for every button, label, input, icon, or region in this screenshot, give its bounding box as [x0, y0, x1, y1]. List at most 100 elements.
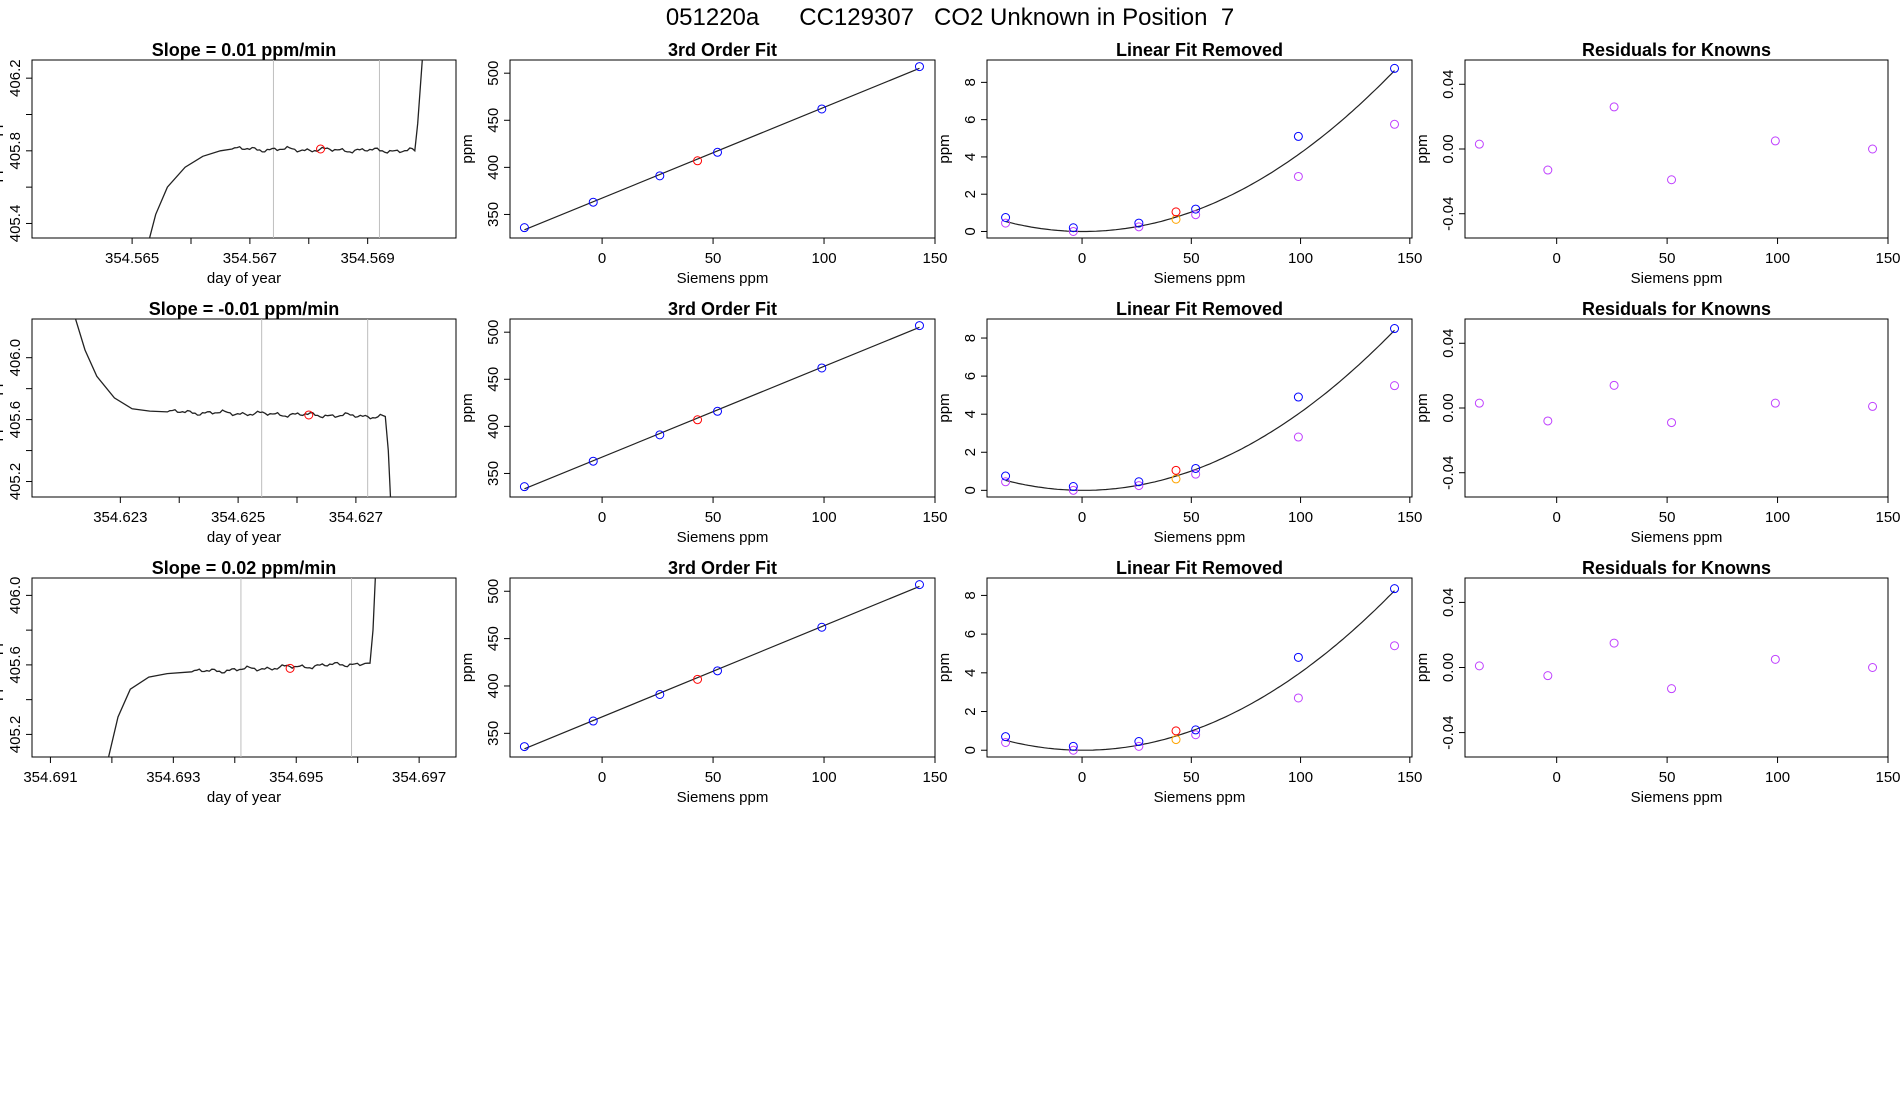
y-tick-label: 0.04 — [1440, 70, 1457, 99]
known-standard-point — [519, 742, 529, 752]
concentration-trace — [148, 60, 423, 238]
y-tick-label: 6 — [962, 115, 979, 123]
residual-point — [1001, 477, 1011, 487]
fit-curve — [1005, 329, 1395, 491]
known-standard-point — [1134, 218, 1144, 228]
y-tick-label: 0.04 — [1440, 329, 1457, 358]
y-tick-label: 8 — [962, 334, 979, 342]
known-standard-point — [1068, 741, 1078, 751]
y-tick-label: 405.4 — [7, 205, 24, 243]
panel-3: 3rd Order Fit 0 50 100 150 350 400 450 500 Siemen… — [459, 40, 948, 287]
known-standard-point — [1134, 477, 1144, 487]
x-tick-label: 50 — [1183, 509, 1200, 526]
y-tick-label: 500 — [485, 61, 502, 86]
x-tick-label: 0 — [1552, 250, 1560, 267]
residual-point — [1293, 171, 1303, 181]
panel-8: Linear Fit Removed 0 50 100 150 0 2 4 6 8 Siemens … — [936, 558, 1422, 806]
plot-area — [519, 62, 924, 233]
x-tick-label: 0 — [1078, 509, 1086, 526]
x-tick-label: 0 — [1552, 769, 1560, 786]
known-standard-point — [914, 321, 924, 331]
residual-point — [1770, 136, 1780, 146]
residual-point — [1543, 671, 1553, 681]
x-tick-label: 50 — [1659, 769, 1676, 786]
x-tick-label: 354.565 — [105, 250, 159, 267]
chart-title: Residuals for Knowns — [1582, 40, 1771, 60]
y-tick-label: 0.00 — [1440, 393, 1457, 422]
x-tick-label: 354.693 — [146, 769, 200, 786]
known-standard-point — [1001, 212, 1011, 222]
y-tick-label: -0.04 — [1440, 715, 1457, 749]
unknown-residual-point — [1171, 474, 1181, 484]
known-standard-point — [1390, 63, 1400, 73]
x-tick-label: 0 — [598, 250, 606, 267]
chart-title: Slope = -0.01 ppm/min — [149, 299, 340, 319]
known-standard-point — [519, 482, 529, 492]
known-standard-point — [655, 171, 665, 181]
y-tick-label: 6 — [962, 372, 979, 380]
x-tick-label: 354.569 — [341, 250, 395, 267]
x-axis-label: Siemens ppm — [1154, 529, 1246, 546]
unknown-sample-point — [285, 663, 295, 673]
y-tick-label: 405.2 — [7, 716, 24, 754]
y-tick-label: 400 — [485, 673, 502, 698]
residual-point — [1293, 432, 1303, 442]
residual-point — [1543, 416, 1553, 426]
unknown-sample-point — [1171, 465, 1181, 475]
x-tick-label: 150 — [1397, 250, 1422, 267]
x-tick-label: 0 — [1078, 250, 1086, 267]
residual-point — [1001, 218, 1011, 228]
x-tick-label: 50 — [705, 509, 722, 526]
plot-area — [1001, 63, 1400, 236]
known-standard-point — [1293, 392, 1303, 402]
y-tick-label: 8 — [962, 78, 979, 86]
plot-area — [107, 578, 376, 757]
plot-area — [519, 321, 924, 492]
residual-point — [1191, 469, 1201, 479]
known-standard-point — [1068, 223, 1078, 233]
residual-point — [1543, 165, 1553, 175]
y-axis-label: ppm — [1414, 393, 1431, 422]
plot-area — [1001, 584, 1400, 755]
x-tick-label: 354.691 — [23, 769, 77, 786]
x-axis-label: day of year — [207, 529, 281, 546]
x-tick-label: 0 — [598, 509, 606, 526]
y-tick-label: 4 — [962, 410, 979, 418]
y-tick-label: 406.0 — [7, 577, 24, 615]
unknown-residual-point — [1171, 735, 1181, 745]
plot-area — [1474, 638, 1878, 694]
x-axis-label: Siemens ppm — [677, 270, 769, 287]
x-axis-label: Siemens ppm — [677, 529, 769, 546]
panel-9: Residuals for Knowns 0 50 100 150 -0.04 0.00 0.… — [1414, 40, 1900, 287]
y-axis-label: approx. ppm — [0, 626, 4, 709]
y-tick-label: 500 — [485, 579, 502, 604]
chart-title: Residuals for Knowns — [1582, 558, 1771, 578]
x-tick-label: 100 — [1765, 250, 1790, 267]
known-standard-point — [519, 223, 529, 233]
y-tick-label: 2 — [962, 190, 979, 198]
x-axis-label: Siemens ppm — [677, 789, 769, 806]
unknown-sample-point — [316, 144, 326, 154]
known-standard-point — [1293, 131, 1303, 141]
x-axis-label: day of year — [207, 789, 281, 806]
x-tick-label: 354.627 — [329, 509, 383, 526]
chart-title: 3rd Order Fit — [668, 299, 777, 319]
y-axis-label: ppm — [459, 393, 476, 422]
plot-area — [1001, 324, 1400, 495]
unknown-sample-point — [1171, 726, 1181, 736]
y-tick-label: 400 — [485, 155, 502, 180]
residual-point — [1134, 481, 1144, 491]
plot-area — [519, 580, 924, 752]
y-axis-label: ppm — [459, 653, 476, 682]
known-standard-point — [1191, 725, 1201, 735]
y-axis-label: ppm — [1414, 134, 1431, 163]
plot-frame — [1464, 577, 1889, 758]
x-tick-label: 150 — [1397, 509, 1422, 526]
x-tick-label: 150 — [922, 769, 947, 786]
x-tick-label: 100 — [1765, 769, 1790, 786]
y-axis-label: ppm — [936, 134, 953, 163]
y-axis-label: ppm — [459, 134, 476, 163]
known-standard-point — [817, 622, 827, 632]
known-standard-point — [588, 716, 598, 726]
y-tick-label: 2 — [962, 448, 979, 456]
